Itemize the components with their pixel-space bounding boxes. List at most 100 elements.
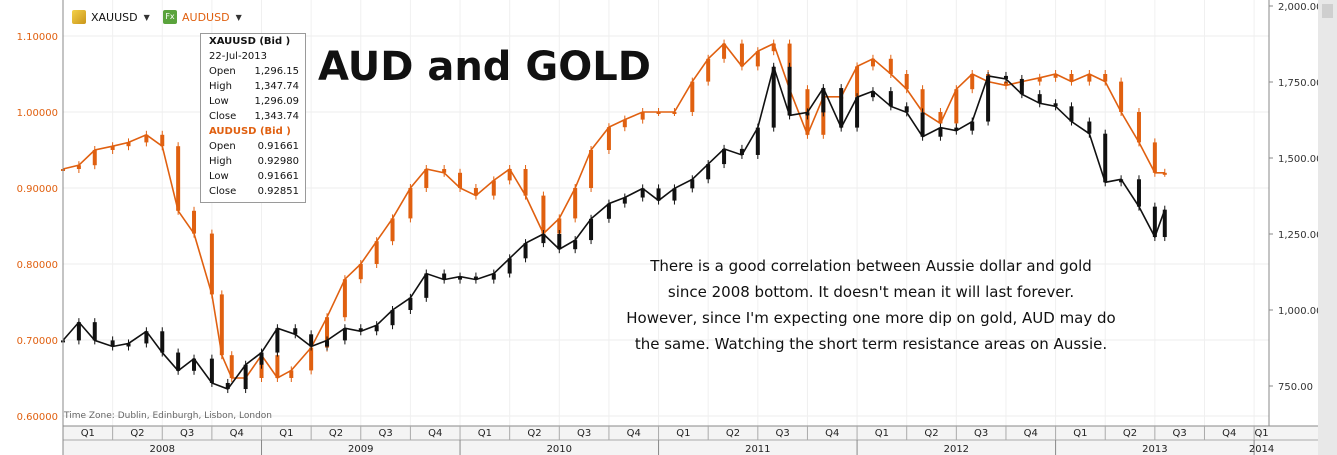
year-label: 2013 [1142,444,1167,455]
audusd-candle [1152,142,1157,173]
xauusd-candle [1019,78,1024,95]
audusd-candle [275,355,280,378]
xauusd-candle [225,382,230,390]
audusd-candle [771,43,776,52]
audusd-candle [888,58,893,74]
xauusd-candle [986,75,991,122]
xauusd-candle [771,66,776,128]
xauusd-candle [690,179,695,189]
quarter-label: Q1 [478,428,492,439]
xauusd-candle [904,106,909,113]
audusd-candle [424,169,429,188]
xauusd-candle [1037,94,1042,104]
xauusd-candle [888,91,893,107]
xauusd-candle [1087,121,1092,134]
info-date: 22-Jul-2013 [209,51,268,62]
year-label: 2010 [547,444,572,455]
ohlc-info-box: XAUUSD (Bid ) 22-Jul-2013 Open 1,296.15 H… [200,33,306,203]
xauusd-candle [672,188,677,201]
xauusd-candle [805,112,810,116]
audusd-candle [1087,74,1092,82]
audusd-candle [160,134,165,147]
audusd-candle [1136,112,1141,143]
xauusd-candle [458,276,463,280]
audusd-candle [110,146,115,150]
xauusd-candle [176,352,181,371]
scrollbar-thumb[interactable] [1322,4,1333,18]
audusd-candle [755,51,760,67]
audusd-candle [938,112,943,124]
audusd-candle [523,169,528,196]
quarter-label: Q3 [974,428,988,439]
audusd-candle [656,112,661,114]
quarter-label: Q1 [279,428,293,439]
symbol-selector-audusd[interactable]: Fx AUDUSD ▼ [163,9,242,25]
xauusd-candle [722,148,727,165]
xauusd-candle [1119,179,1124,183]
symbol-label: XAUUSD [91,10,138,24]
audusd-candle [408,188,413,219]
quarter-label: Q1 [676,428,690,439]
quarter-label: Q2 [130,428,144,439]
scrollbar-track[interactable] [1318,0,1337,455]
quarter-label: Q2 [527,428,541,439]
audusd-candle [192,210,197,234]
quarter-label: Q4 [825,428,839,439]
audusd-candle [491,180,496,196]
xauusd-candle [507,258,512,274]
xauusd-candle [342,328,347,341]
right-tick-label: 1,250.00 [1278,230,1323,241]
xauusd-candle [473,276,478,280]
xauusd-candle [442,273,447,280]
quarter-label: Q2 [726,428,740,439]
audusd-series [61,39,1167,382]
xauusd-candle [938,127,943,137]
audusd-candle [722,43,727,59]
xauusd-candle [589,218,594,241]
xauusd-candle [739,148,744,155]
xauusd-candle [390,310,395,326]
annotation-text: There is a good correlation between Auss… [606,253,1136,357]
audusd-candle [606,127,611,150]
quarter-label: Q1 [875,428,889,439]
audusd-candle [557,218,562,234]
aud-high-row: High 0.92980 [209,156,299,167]
gold-bar-icon [72,10,86,24]
xauusd-candle [76,322,81,341]
audusd-candle [640,112,645,120]
xauusd-candle [821,88,826,113]
audusd-candle [209,233,214,295]
xauusd-candle [325,340,330,347]
year-label: 2012 [944,444,969,455]
audusd-candle [342,279,347,318]
left-axis: 0.60000 0.70000 0.80000 0.90000 1.00000 1.100… [17,32,58,423]
quarter-label: Q3 [776,428,790,439]
timezone-label: Time Zone: Dublin, Edinburgh, Lisbon, Lo… [64,411,273,421]
xauusd-candle [1103,133,1108,183]
xauusd-candle [541,234,546,244]
audusd-candle [390,218,395,242]
year-label: 2014 [1249,444,1274,455]
audusd-candle [144,134,149,143]
xauusd-candle [144,331,149,344]
audusd-candle [1119,81,1124,112]
xauusd-candle [491,273,496,280]
xauusd-candle [606,203,611,219]
aud-open-row: Open 0.91661 [209,141,299,152]
right-tick-label: 1,000.00 [1278,306,1323,317]
quarter-label: Q1 [81,428,95,439]
gold-header: XAUUSD (Bid ) [209,36,291,47]
audusd-candle [920,89,925,112]
xauusd-candle [1162,209,1167,238]
xauusd-candle [557,234,562,250]
xauusd-candle [954,127,959,131]
symbol-selector-xauusd[interactable]: XAUUSD ▼ [72,9,150,25]
xauusd-candle [209,358,214,383]
left-tick-label: 0.90000 [17,184,58,195]
xauusd-candle [855,97,860,128]
audusd-candle [573,188,578,219]
xauusd-candle [110,340,115,347]
year-label: 2011 [745,444,770,455]
audusd-candle [589,150,594,188]
quarter-label: Q1 [1073,428,1087,439]
